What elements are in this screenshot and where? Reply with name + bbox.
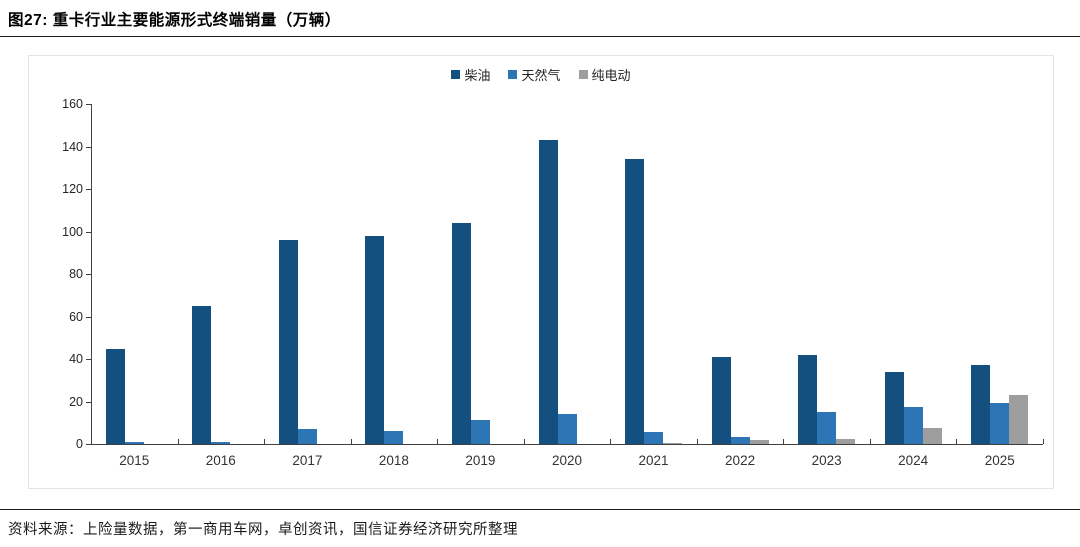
x-category-label-2020: 2020 [551,453,582,468]
y-tick-mark [86,316,91,318]
natural-gas-bar-2019 [470,419,490,444]
diesel-bar-2016 [192,305,212,444]
y-tick-label: 80 [69,267,83,281]
title-divider [0,36,1080,37]
y-tick-mark [86,359,91,360]
y-tick-mark [86,104,91,105]
chart-plot: 0 20 40 60 80 100 120 140 160 2015 2016 2017 2018 201… [29,56,1053,488]
x-category-label-2016: 2016 [205,453,236,468]
chart-card: 柴油 天然气 纯电动 0 20 40 60 80 100 120 140 160 2015 2016 20… [28,55,1054,489]
natural-gas-bar-2023 [817,412,837,444]
diesel-bar-2024 [884,371,904,444]
y-tick-mark [86,146,91,148]
diesel-bar-2025 [971,365,991,444]
y-tick-label: 0 [76,437,83,451]
diesel-bar-2022 [711,356,731,444]
diesel-bar-2023 [798,354,818,444]
diesel-bar-2018 [365,235,385,444]
x-category-label-2017: 2017 [292,453,323,468]
x-category-label-2018: 2018 [378,453,409,468]
x-tick-mark [177,439,179,444]
y-tick-label: 160 [62,97,83,111]
y-tick-mark [86,189,91,190]
chart-legend: 柴油 天然气 纯电动 [29,65,1053,84]
y-tick-label: 100 [62,224,83,239]
x-tick-mark [264,439,266,444]
diesel-bar-2020 [538,140,558,444]
diesel-bar-2021 [625,159,645,444]
x-category-label-2019: 2019 [465,453,496,468]
source-note: 资料来源：上险量数据，第一商用车网，卓创资讯，国信证券经济研究所整理 [8,522,518,538]
natural-gas-bar-2015 [124,441,144,444]
x-category-label-2022: 2022 [725,453,756,468]
pure-electric-bar-2021 [663,442,683,444]
x-tick-mark [783,439,785,444]
x-category-label-2021: 2021 [638,453,669,468]
legend-item-diesel: 柴油 [451,65,490,84]
x-category-label-2024: 2024 [898,453,929,468]
y-tick-mark [86,274,91,275]
legend-swatch-natural-gas [508,70,518,79]
legend-label-pure-electric: 纯电动 [591,68,631,83]
y-tick-label: 140 [62,139,83,154]
diesel-bar-2019 [451,223,471,444]
x-tick-mark [1043,439,1044,444]
natural-gas-bar-2017 [297,429,317,444]
y-tick-mark [86,401,91,403]
legend-swatch-pure-electric [578,70,588,79]
pure-electric-bar-2023 [836,438,856,444]
x-tick-mark [696,439,698,444]
y-tick-label: 120 [62,182,83,196]
y-tick-label: 40 [69,352,83,366]
x-category-label-2015: 2015 [119,453,150,468]
diesel-bar-2015 [105,349,125,444]
natural-gas-bar-2018 [384,431,404,444]
natural-gas-bar-2025 [990,402,1010,444]
x-tick-mark [956,439,958,444]
y-tick-label: 60 [69,309,83,324]
natural-gas-bar-2016 [211,441,231,444]
x-tick-mark [523,439,525,444]
pure-electric-bar-2025 [1009,395,1029,444]
y-axis-line [91,104,92,444]
diesel-bar-2017 [278,240,298,444]
legend-item-pure-electric: 纯电动 [578,65,631,84]
y-tick-mark [86,444,91,445]
x-tick-mark [350,439,352,444]
natural-gas-bar-2021 [644,432,664,444]
legend-label-diesel: 柴油 [464,68,491,83]
x-category-label-2023: 2023 [811,453,842,468]
pure-electric-bar-2022 [749,439,769,444]
y-tick-label: 20 [69,394,83,409]
pure-electric-bar-2024 [922,428,942,444]
figure-title: 图27: 重卡行业主要能源形式终端销量（万辆） [8,12,341,29]
legend-swatch-diesel [451,70,461,79]
footer-divider [0,509,1080,510]
legend-label-natural-gas: 天然气 [521,68,561,83]
natural-gas-bar-2020 [557,414,577,444]
y-tick-mark [86,231,91,233]
legend-item-natural-gas: 天然气 [508,65,561,84]
x-tick-mark [91,439,92,444]
x-tick-mark [610,439,612,444]
natural-gas-bar-2022 [730,436,750,444]
x-axis-line [91,444,1043,445]
x-tick-mark [437,439,439,444]
x-tick-mark [869,439,871,444]
natural-gas-bar-2024 [903,406,923,444]
x-category-label-2025: 2025 [984,453,1015,468]
